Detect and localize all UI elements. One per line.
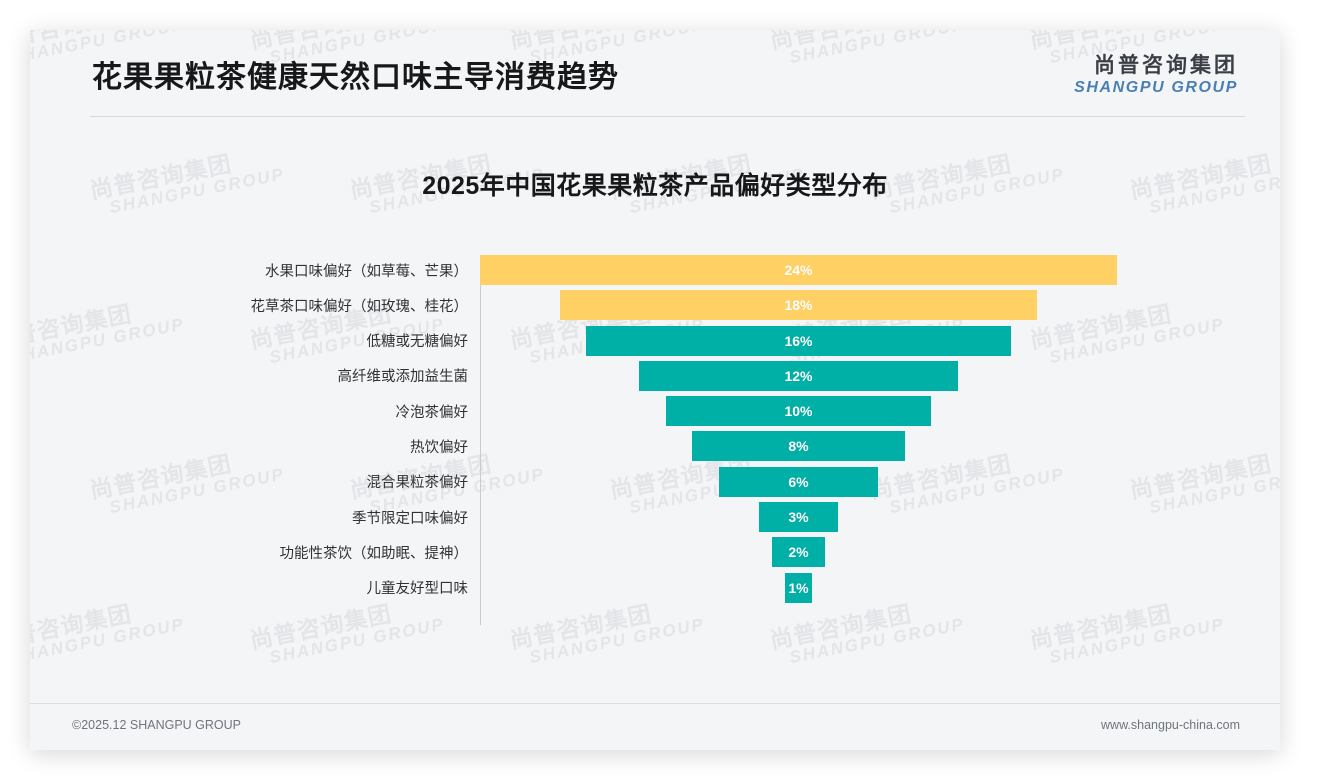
brand-name-cn: 尚普咨询集团 [1094, 54, 1238, 77]
bar-value-label: 18% [784, 297, 813, 314]
chart-row: 季节限定口味偏好 3% [90, 502, 1220, 537]
bar-value-label: 16% [784, 332, 813, 349]
brand-name-en: SHANGPU GROUP [1074, 79, 1238, 97]
bar-value-label: 10% [784, 403, 813, 420]
chart-row: 花草茶口味偏好（如玫瑰、桂花） 18% [90, 290, 1220, 325]
bar[interactable]: 8% [692, 431, 905, 462]
category-label: 功能性茶饮（如助眠、提神） [279, 545, 469, 562]
bar-value-label: 6% [788, 473, 809, 490]
bar-value-label: 3% [788, 509, 809, 526]
category-label: 冷泡茶偏好 [395, 404, 469, 421]
chart-title: 2025年中国花果果粒茶产品偏好类型分布 [422, 172, 888, 200]
bar[interactable]: 18% [559, 290, 1038, 321]
category-label: 混合果粒茶偏好 [366, 475, 469, 492]
category-label: 热饮偏好 [410, 439, 468, 456]
slide-footer: ©2025.12 SHANGPU GROUP www.shangpu-china… [30, 703, 1280, 750]
category-label: 水果口味偏好（如草莓、芒果） [265, 263, 468, 280]
brand-logo: 尚普咨询集团 SHANGPU GROUP [1074, 54, 1238, 97]
header-divider [90, 116, 1245, 117]
page-title: 花果果粒茶健康天然口味主导消费趋势 [92, 61, 619, 94]
bar[interactable]: 16% [586, 325, 1011, 356]
bar[interactable]: 1% [785, 572, 812, 603]
bar[interactable]: 3% [758, 502, 839, 533]
bar[interactable]: 2% [771, 537, 826, 568]
bar[interactable]: 12% [639, 360, 958, 391]
footer-copyright: ©2025.12 SHANGPU GROUP [72, 718, 241, 732]
footer-website[interactable]: www.shangpu-china.com [1101, 718, 1240, 732]
bar[interactable]: 24% [480, 255, 1117, 285]
bar-value-label: 12% [784, 367, 813, 384]
category-label: 季节限定口味偏好 [352, 510, 468, 527]
funnel-chart: 水果口味偏好（如草莓、芒果） 24% 花草茶口味偏好（如玫瑰、桂花） 18% 低糖或无糖… [90, 255, 1220, 650]
bar-value-label: 24% [784, 262, 813, 278]
slide-header: 花果果粒茶健康天然口味主导消费趋势 尚普咨询集团 SHANGPU GROUP [30, 30, 1280, 120]
bar[interactable]: 10% [665, 396, 932, 427]
chart-row: 热饮偏好 8% [90, 431, 1220, 466]
chart-row: 儿童友好型口味 1% [90, 572, 1220, 608]
category-label: 儿童友好型口味 [366, 581, 469, 598]
category-label: 花草茶口味偏好（如玫瑰、桂花） [250, 298, 469, 315]
category-label: 高纤维或添加益生菌 [337, 369, 469, 386]
chart-row: 高纤维或添加益生菌 12% [90, 360, 1220, 396]
chart-rows: 水果口味偏好（如草莓、芒果） 24% 花草茶口味偏好（如玫瑰、桂花） 18% 低糖或无糖… [90, 255, 1220, 608]
bar-value-label: 1% [788, 579, 809, 596]
chart-axis-line [480, 255, 481, 625]
bar[interactable]: 6% [718, 466, 879, 497]
bar-value-label: 2% [788, 544, 809, 561]
chart-row: 混合果粒茶偏好 6% [90, 466, 1220, 502]
chart-row: 冷泡茶偏好 10% [90, 396, 1220, 431]
chart-row: 水果口味偏好（如草莓、芒果） 24% [90, 255, 1220, 290]
chart-row: 功能性茶饮（如助眠、提神） 2% [90, 537, 1220, 572]
bar-value-label: 8% [788, 438, 809, 455]
category-label: 低糖或无糖偏好 [366, 334, 469, 351]
chart-row: 低糖或无糖偏好 16% [90, 325, 1220, 361]
